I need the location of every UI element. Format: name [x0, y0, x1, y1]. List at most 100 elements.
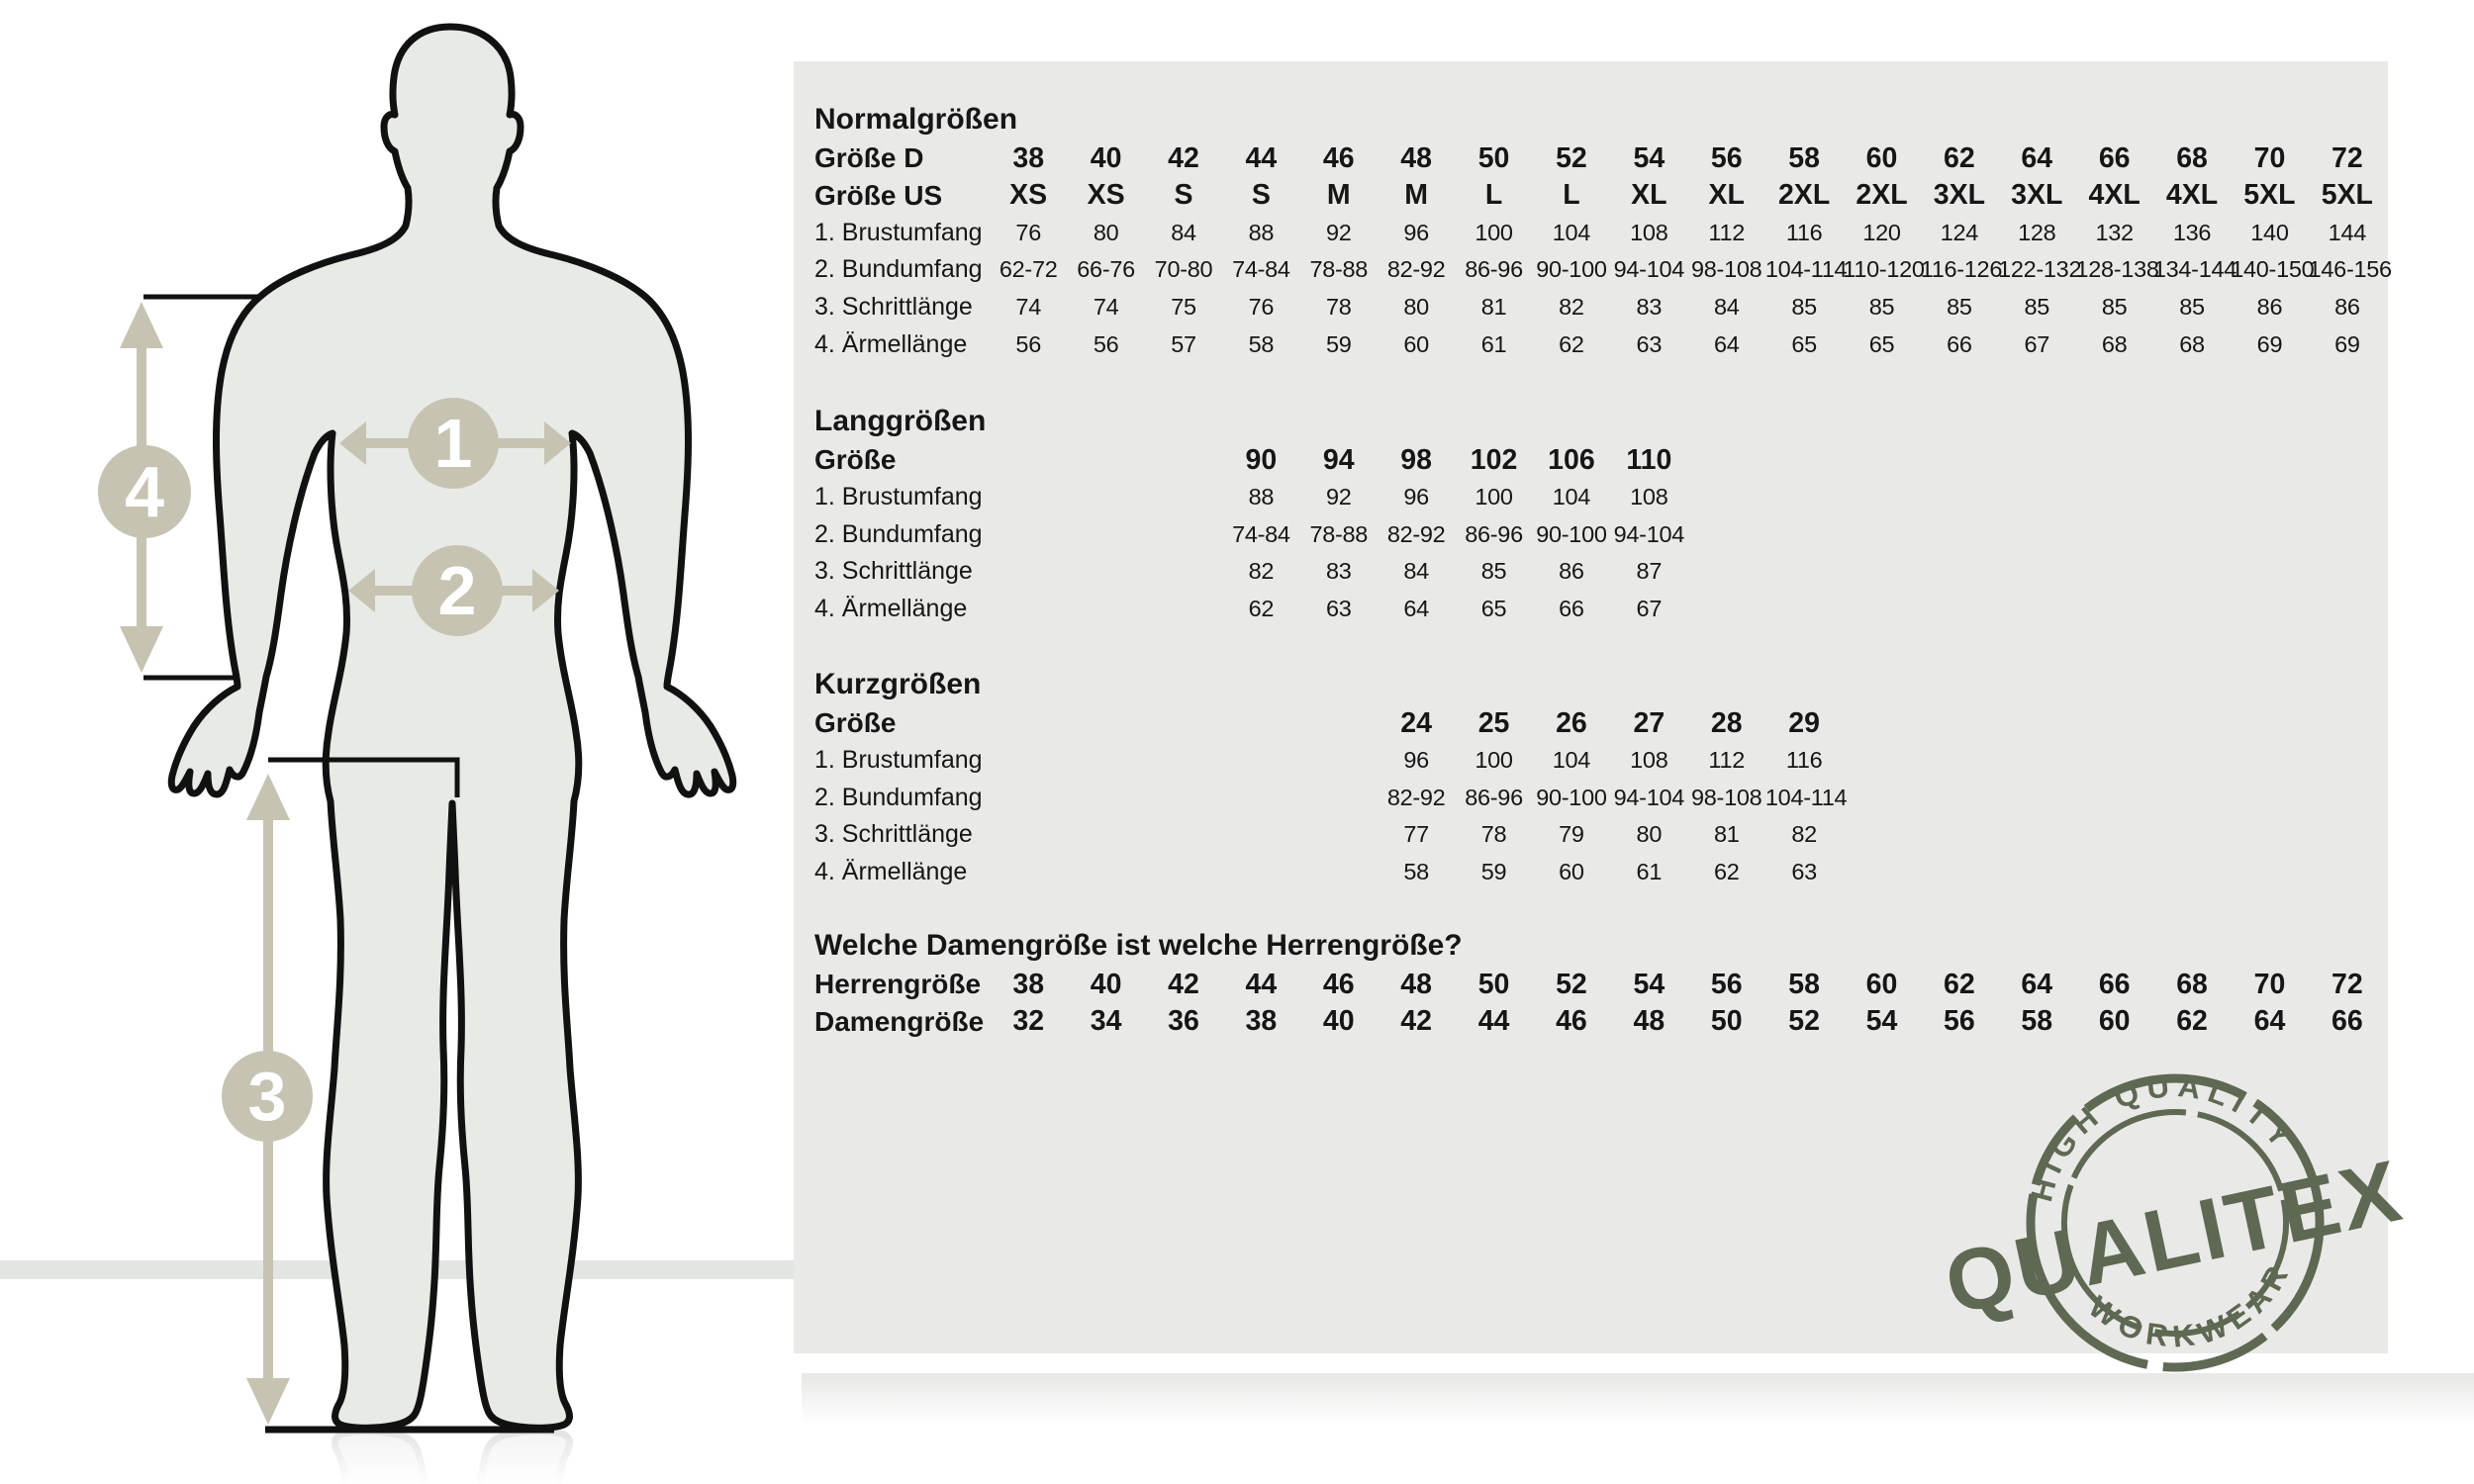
marker-4-circle — [98, 445, 191, 538]
size-cell: 90 — [1245, 443, 1278, 476]
row-label: Herrengröße — [814, 969, 982, 999]
size-cell: 82-92 — [1386, 520, 1446, 547]
size-cell: 56 — [1015, 330, 1041, 357]
size-cell: 56 — [1944, 1005, 1975, 1038]
size-cell: 82 — [1559, 293, 1584, 320]
size-cell: 66 — [2098, 968, 2131, 1000]
size-cell: 85 — [2179, 293, 2205, 320]
size-cell: 48 — [1400, 968, 1432, 1000]
size-row: 2. Bundumfang 82-92 86-96 90-100 94-104 98-10… — [814, 779, 2386, 816]
size-cell: 62 — [1248, 595, 1275, 621]
row-label: Damengröße — [814, 1005, 985, 1037]
size-cell: 70 — [2253, 141, 2286, 174]
measurement-figure: 1 2 3 4 — [0, 0, 794, 1484]
size-cell: 104 — [1552, 484, 1591, 510]
stamp-brand-text: QUALITEX — [1937, 1141, 2411, 1333]
size-cell: 88 — [1248, 484, 1275, 510]
size-cell: 46 — [1322, 968, 1355, 1000]
size-cell: 70 — [2253, 968, 2286, 1000]
size-cell: XL — [1631, 179, 1667, 212]
size-cell: 62 — [1559, 330, 1584, 357]
size-cell: 86-96 — [1465, 520, 1523, 547]
row-label: 1. Brustumfang — [814, 218, 983, 246]
size-cell: 104-114 — [1764, 256, 1848, 283]
stamp-outer-ring — [2026, 1073, 2325, 1372]
size-cell: 54 — [1633, 141, 1665, 174]
size-cell: 54 — [1865, 1005, 1898, 1038]
size-cell: 84 — [1403, 558, 1429, 585]
size-cell: 48 — [1400, 141, 1432, 174]
size-cell: 58 — [1248, 330, 1275, 357]
arrowhead-right-icon — [544, 421, 571, 465]
size-row: 2. Bundumfang 62-72 66-76 70-80 74-84 78-88 82… — [814, 251, 2392, 289]
size-row: 4. Ärmellänge 58 59 60 61 62 63 — [814, 853, 2386, 890]
size-cell: 104-114 — [1764, 784, 1848, 810]
size-cell: 88 — [1248, 219, 1275, 245]
size-cell: 65 — [1791, 330, 1817, 357]
size-cell: 69 — [2334, 330, 2360, 357]
size-cell: 58 — [1788, 141, 1820, 174]
size-cell: 57 — [1171, 330, 1196, 357]
size-cell: 116 — [1785, 219, 1823, 245]
size-cell: 102 — [1470, 443, 1518, 476]
row-label: 2. Bundumfang — [814, 255, 983, 284]
size-cell: 84 — [1713, 293, 1740, 320]
marker-2-circle — [412, 545, 503, 636]
marker-3-circle — [222, 1051, 313, 1142]
size-cell: 64 — [2021, 141, 2053, 174]
marker-1-label: 1 — [434, 405, 473, 482]
measure-markers: 1 2 3 4 — [98, 398, 503, 1142]
size-cell: 62 — [1944, 968, 1975, 1000]
size-cell: 80 — [1403, 293, 1429, 320]
size-cell: 86 — [2334, 293, 2360, 320]
size-cell: 52 — [1788, 1005, 1820, 1038]
size-table-panel: Normalgrößen Größe D 38 40 42 44 46 48 50 52 54 56 5… — [794, 61, 2392, 1353]
size-cell: 81 — [1480, 293, 1507, 320]
size-cell: 40 — [1090, 968, 1122, 1000]
size-cell: 76 — [1248, 293, 1275, 320]
size-cell: 69 — [2256, 330, 2283, 357]
size-cell: 65 — [1480, 595, 1507, 621]
size-cell: 54 — [1633, 968, 1665, 1000]
arrowhead-right-icon — [532, 569, 559, 612]
stamp-inner-ring — [2061, 1109, 2289, 1337]
section-title: Welche Damengröße ist welche Herrengröße… — [814, 929, 1463, 962]
size-row: 4. Ärmellänge 62 63 64 65 66 67 — [814, 590, 2386, 627]
size-cell: 140-150 — [2231, 256, 2315, 283]
size-cell: 90-100 — [1536, 520, 1607, 547]
size-cell: 3XL — [2011, 179, 2063, 212]
size-cell: 66 — [1947, 330, 1972, 357]
size-cell: 85 — [2024, 293, 2050, 320]
size-cell: 64 — [2253, 1005, 2286, 1038]
body-silhouette — [171, 27, 733, 1428]
row-label: 1. Brustumfang — [814, 746, 983, 775]
size-cell: 56 — [1093, 330, 1119, 357]
size-cell: 29 — [1788, 706, 1820, 739]
size-cell: 63 — [1791, 858, 1817, 884]
size-cell: 104 — [1552, 219, 1591, 245]
size-cell: 108 — [1630, 219, 1668, 245]
row-label: 3. Schrittlänge — [814, 292, 973, 321]
size-cell: 83 — [1636, 293, 1663, 320]
size-cell: 87 — [1636, 558, 1663, 585]
size-cell: 60 — [1865, 968, 1898, 1000]
size-cell: 68 — [2101, 330, 2128, 357]
size-row: 2. Bundumfang 74-84 78-88 82-92 86-96 90-100 9… — [814, 515, 2386, 553]
size-cell: 50 — [1477, 141, 1510, 174]
size-cell: 92 — [1325, 484, 1352, 510]
size-cell: 94-104 — [1613, 784, 1685, 810]
size-cell: 128 — [2018, 219, 2056, 245]
size-cell: 82-92 — [1386, 256, 1446, 283]
row-label: 1. Brustumfang — [814, 483, 983, 511]
size-cell: 4XL — [2088, 179, 2141, 212]
qualitex-stamp-logo: HIGH QUALITY WORKWEAR QUALITEX — [1937, 1042, 2411, 1374]
size-cell: 85 — [1868, 293, 1895, 320]
size-row: Größe 24 25 26 27 28 29 — [814, 704, 2386, 742]
size-cell: 64 — [1403, 595, 1429, 621]
size-row: 1. Brustumfang 88 92 96 100 104 108 — [814, 479, 2386, 516]
size-row: 1. Brustumfang 76 80 84 88 92 96 100 104 108 112 11… — [814, 214, 2386, 251]
size-cell: 90-100 — [1536, 256, 1607, 283]
size-cell: 122-132 — [1998, 256, 2082, 283]
size-cell: 32 — [1012, 1005, 1045, 1038]
